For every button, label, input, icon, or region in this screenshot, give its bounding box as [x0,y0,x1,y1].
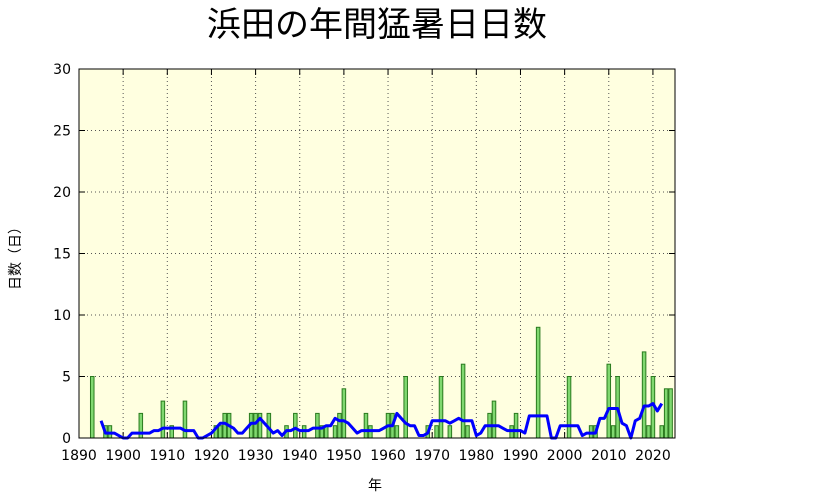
y-axis-label: 日数（日） [8,220,24,290]
bar [566,376,572,439]
bar [337,412,342,439]
bar [513,412,519,439]
x-tick-label: 1900 [105,448,141,464]
bar [641,351,647,439]
x-tick-label: 2010 [591,448,627,464]
bar [182,400,188,439]
y-tick-label: 15 [53,247,71,263]
bar [491,400,497,439]
x-tick-label: 1930 [238,448,274,464]
x-tick-label: 2020 [635,448,671,464]
bar [610,425,616,439]
bar [222,412,227,439]
bar [341,388,347,439]
bar [403,376,408,439]
x-tick-label: 1970 [414,448,450,464]
bar [460,363,466,439]
x-tick-label: 1990 [503,448,539,464]
moving-average-line [99,402,664,440]
bar [315,412,320,439]
chart-title: 浜田の年間猛暑日日数 [207,5,547,45]
bar [394,425,400,439]
x-tick-label: 1960 [370,448,406,464]
plot-area [79,69,675,438]
bar [465,425,470,439]
bar [438,376,444,439]
x-tick-label: 1980 [459,448,495,464]
bar [646,425,651,439]
x-tick-label: 1890 [61,448,97,464]
bar [253,412,258,439]
bar [89,376,95,439]
bar [606,363,612,439]
bar [535,326,541,439]
bar [668,388,673,439]
x-axis-label: 年 [368,478,382,494]
bar [218,425,223,439]
x-tick-label: 1910 [149,448,185,464]
bar [160,400,166,439]
bar [659,425,665,439]
y-tick-label: 30 [53,62,71,78]
y-tick-label: 20 [53,185,71,201]
bar [447,425,453,439]
y-tick-label: 5 [62,370,71,386]
x-tick-label: 2000 [547,448,583,464]
x-tick-label: 1940 [282,448,318,464]
bar [332,425,338,439]
bar [363,412,369,439]
x-tick-label: 1920 [194,448,230,464]
bar [663,388,669,439]
plot-border [78,68,676,439]
bar [293,412,298,439]
x-tick-label: 1950 [326,448,362,464]
y-tick-label: 25 [53,124,71,140]
bar [434,425,439,439]
y-tick-label: 0 [62,431,71,447]
y-tick-label: 10 [53,308,71,324]
